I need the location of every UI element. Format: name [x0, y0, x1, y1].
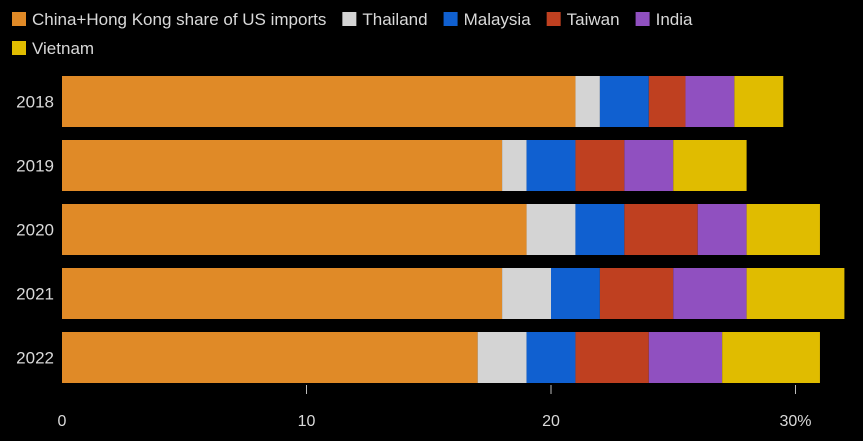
bar-taiwan-2019: [575, 140, 625, 191]
bar-vietnam-2019: [673, 140, 747, 191]
bar-thailand-2019: [502, 140, 527, 191]
bar-india-2022: [648, 332, 723, 383]
bar-thailand-2020: [526, 204, 576, 255]
category-label-2020: 2020: [16, 221, 54, 240]
bar-vietnam-2021: [746, 268, 845, 319]
bar-taiwan-2021: [599, 268, 674, 319]
category-label-2019: 2019: [16, 157, 54, 176]
x-tick-label-0: 0: [58, 413, 67, 430]
legend: China+Hong Kong share of US imports Thail…: [12, 10, 693, 58]
bar-vietnam-2018: [734, 76, 784, 127]
bar-china-hong-kong-share-of-us-imports-2020: [62, 204, 527, 255]
bar-china-hong-kong-share-of-us-imports-2018: [62, 76, 576, 127]
legend-label-taiwan: Taiwan: [567, 10, 620, 29]
bar-vietnam-2020: [746, 204, 820, 255]
legend-label-thailand: Thailand: [362, 10, 427, 29]
bar-malaysia-2021: [551, 268, 600, 319]
bar-thailand-2018: [575, 76, 600, 127]
bar-malaysia-2020: [575, 204, 625, 255]
bar-taiwan-2018: [648, 76, 686, 127]
bar-malaysia-2022: [526, 332, 576, 383]
legend-swatch-taiwan: [546, 12, 561, 26]
legend-swatch-china-hong-kong-share-of-us-imports: [12, 12, 26, 26]
category-label-2018: 2018: [16, 93, 54, 112]
x-tick-label-30: 30%: [779, 413, 811, 430]
bar-taiwan-2022: [575, 332, 649, 383]
category-label-2021: 2021: [16, 285, 54, 304]
legend-label-india: India: [656, 10, 693, 29]
category-label-2022: 2022: [16, 349, 54, 368]
bar-india-2021: [673, 268, 747, 319]
bar-thailand-2022: [477, 332, 527, 383]
x-tick-label-10: 10: [298, 413, 316, 430]
bar-malaysia-2018: [599, 76, 649, 127]
bar-india-2020: [697, 204, 747, 255]
bar-india-2018: [685, 76, 735, 127]
bar-china-hong-kong-share-of-us-imports-2022: [62, 332, 478, 383]
legend-swatch-vietnam: [12, 41, 26, 55]
bar-china-hong-kong-share-of-us-imports-2021: [62, 268, 503, 319]
legend-label-china-hong-kong-share-of-us-imports: China+Hong Kong share of US imports: [32, 10, 326, 29]
legend-swatch-malaysia: [443, 12, 458, 26]
bar-india-2019: [624, 140, 674, 191]
legend-swatch-india: [635, 12, 650, 26]
bar-thailand-2021: [502, 268, 551, 319]
bar-malaysia-2019: [526, 140, 576, 191]
bar-vietnam-2022: [722, 332, 820, 383]
legend-label-malaysia: Malaysia: [464, 10, 532, 29]
x-tick-label-20: 20: [542, 413, 560, 430]
bars: 2018 2019 2020 2021 2022: [16, 76, 845, 383]
bar-taiwan-2020: [624, 204, 698, 255]
legend-label-vietnam: Vietnam: [32, 39, 94, 58]
bar-china-hong-kong-share-of-us-imports-2019: [62, 140, 503, 191]
x-axis: 0 10 20 30%: [58, 385, 812, 430]
legend-swatch-thailand: [342, 12, 357, 26]
